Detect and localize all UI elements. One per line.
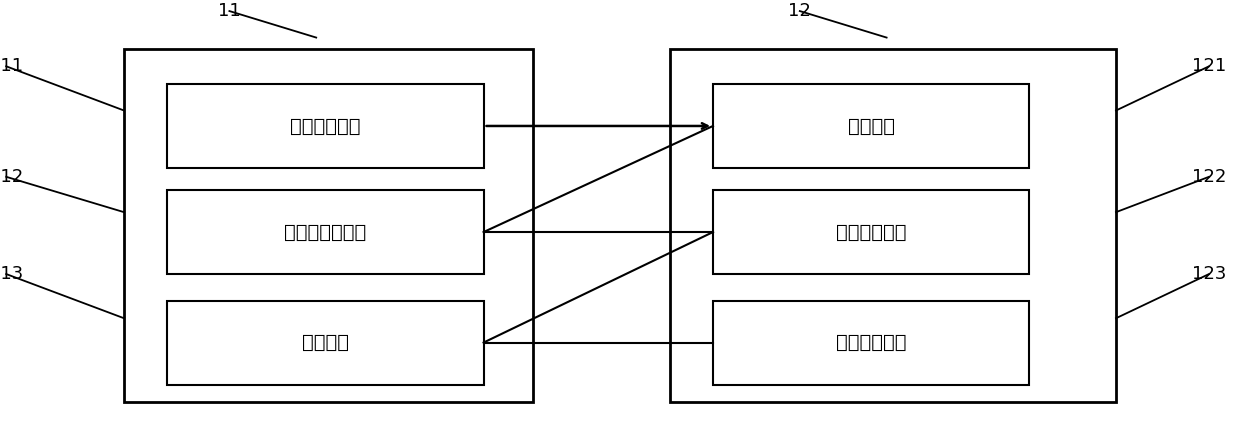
Text: 121: 121 (1192, 57, 1226, 75)
Bar (167, 84, 484, 168)
Text: 11: 11 (218, 2, 241, 20)
Text: 内存申请模块: 内存申请模块 (836, 223, 906, 241)
Text: 监控模块: 监控模块 (303, 333, 348, 352)
Bar (713, 301, 1029, 385)
Bar (670, 49, 1116, 402)
Text: 112: 112 (0, 168, 24, 186)
Text: 12: 12 (789, 2, 811, 20)
Text: 113: 113 (0, 265, 24, 283)
Bar (167, 301, 484, 385)
Text: 123: 123 (1192, 265, 1226, 283)
Text: 111: 111 (0, 57, 24, 75)
Bar (713, 84, 1029, 168)
Text: 带宽控制模块: 带宽控制模块 (836, 333, 906, 352)
Text: 122: 122 (1192, 168, 1226, 186)
Bar (713, 190, 1029, 274)
Text: 图像后处理模块: 图像后处理模块 (284, 223, 367, 241)
Text: 重建模块: 重建模块 (848, 117, 894, 135)
Text: 数据处理模块: 数据处理模块 (290, 117, 361, 135)
Bar (124, 49, 533, 402)
Bar (167, 190, 484, 274)
